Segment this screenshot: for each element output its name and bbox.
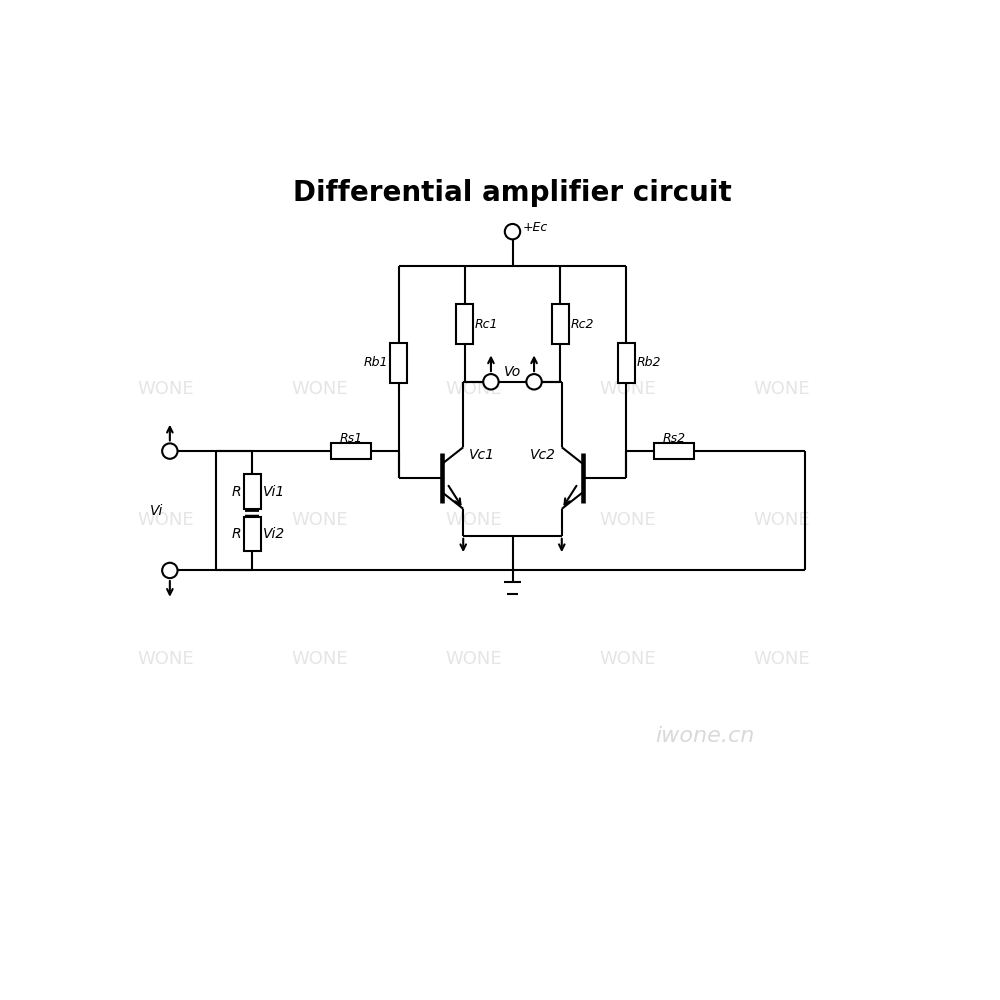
- Text: Rs1: Rs1: [339, 432, 362, 445]
- Text: R: R: [232, 527, 241, 541]
- Bar: [456, 304, 473, 344]
- Text: WONE: WONE: [754, 650, 810, 668]
- Text: Vi: Vi: [150, 504, 164, 518]
- Circle shape: [505, 224, 520, 239]
- Text: WONE: WONE: [292, 511, 348, 529]
- Text: WONE: WONE: [138, 650, 194, 668]
- Text: Rb1: Rb1: [364, 356, 389, 369]
- Circle shape: [162, 443, 178, 459]
- Bar: [331, 443, 371, 459]
- Bar: [244, 517, 261, 551]
- Text: WONE: WONE: [292, 380, 348, 398]
- Text: WONE: WONE: [138, 380, 194, 398]
- Text: Vi1: Vi1: [263, 485, 285, 499]
- Text: WONE: WONE: [754, 511, 810, 529]
- Text: WONE: WONE: [600, 650, 656, 668]
- Circle shape: [526, 374, 542, 390]
- Bar: [552, 304, 569, 344]
- Text: R: R: [232, 485, 241, 499]
- Text: Rs2: Rs2: [663, 432, 686, 445]
- Text: WONE: WONE: [446, 511, 502, 529]
- Text: WONE: WONE: [446, 650, 502, 668]
- Text: Differential amplifier circuit: Differential amplifier circuit: [293, 179, 732, 207]
- Text: WONE: WONE: [754, 380, 810, 398]
- Text: Rc2: Rc2: [570, 318, 594, 331]
- Text: iwone.cn: iwone.cn: [655, 726, 755, 746]
- Circle shape: [483, 374, 499, 390]
- Bar: [244, 474, 261, 509]
- Bar: [390, 343, 407, 383]
- Text: Rb2: Rb2: [636, 356, 661, 369]
- Text: WONE: WONE: [446, 380, 502, 398]
- Bar: [618, 343, 635, 383]
- Text: Vo: Vo: [504, 365, 521, 379]
- Text: +Ec: +Ec: [523, 221, 548, 234]
- Text: Vi2: Vi2: [263, 527, 285, 541]
- Text: WONE: WONE: [292, 650, 348, 668]
- Text: WONE: WONE: [600, 380, 656, 398]
- Text: WONE: WONE: [600, 511, 656, 529]
- Text: Vc1: Vc1: [469, 448, 495, 462]
- Text: WONE: WONE: [138, 511, 194, 529]
- Bar: [654, 443, 694, 459]
- Text: Rc1: Rc1: [475, 318, 498, 331]
- Circle shape: [162, 563, 178, 578]
- Text: Vc2: Vc2: [530, 448, 556, 462]
